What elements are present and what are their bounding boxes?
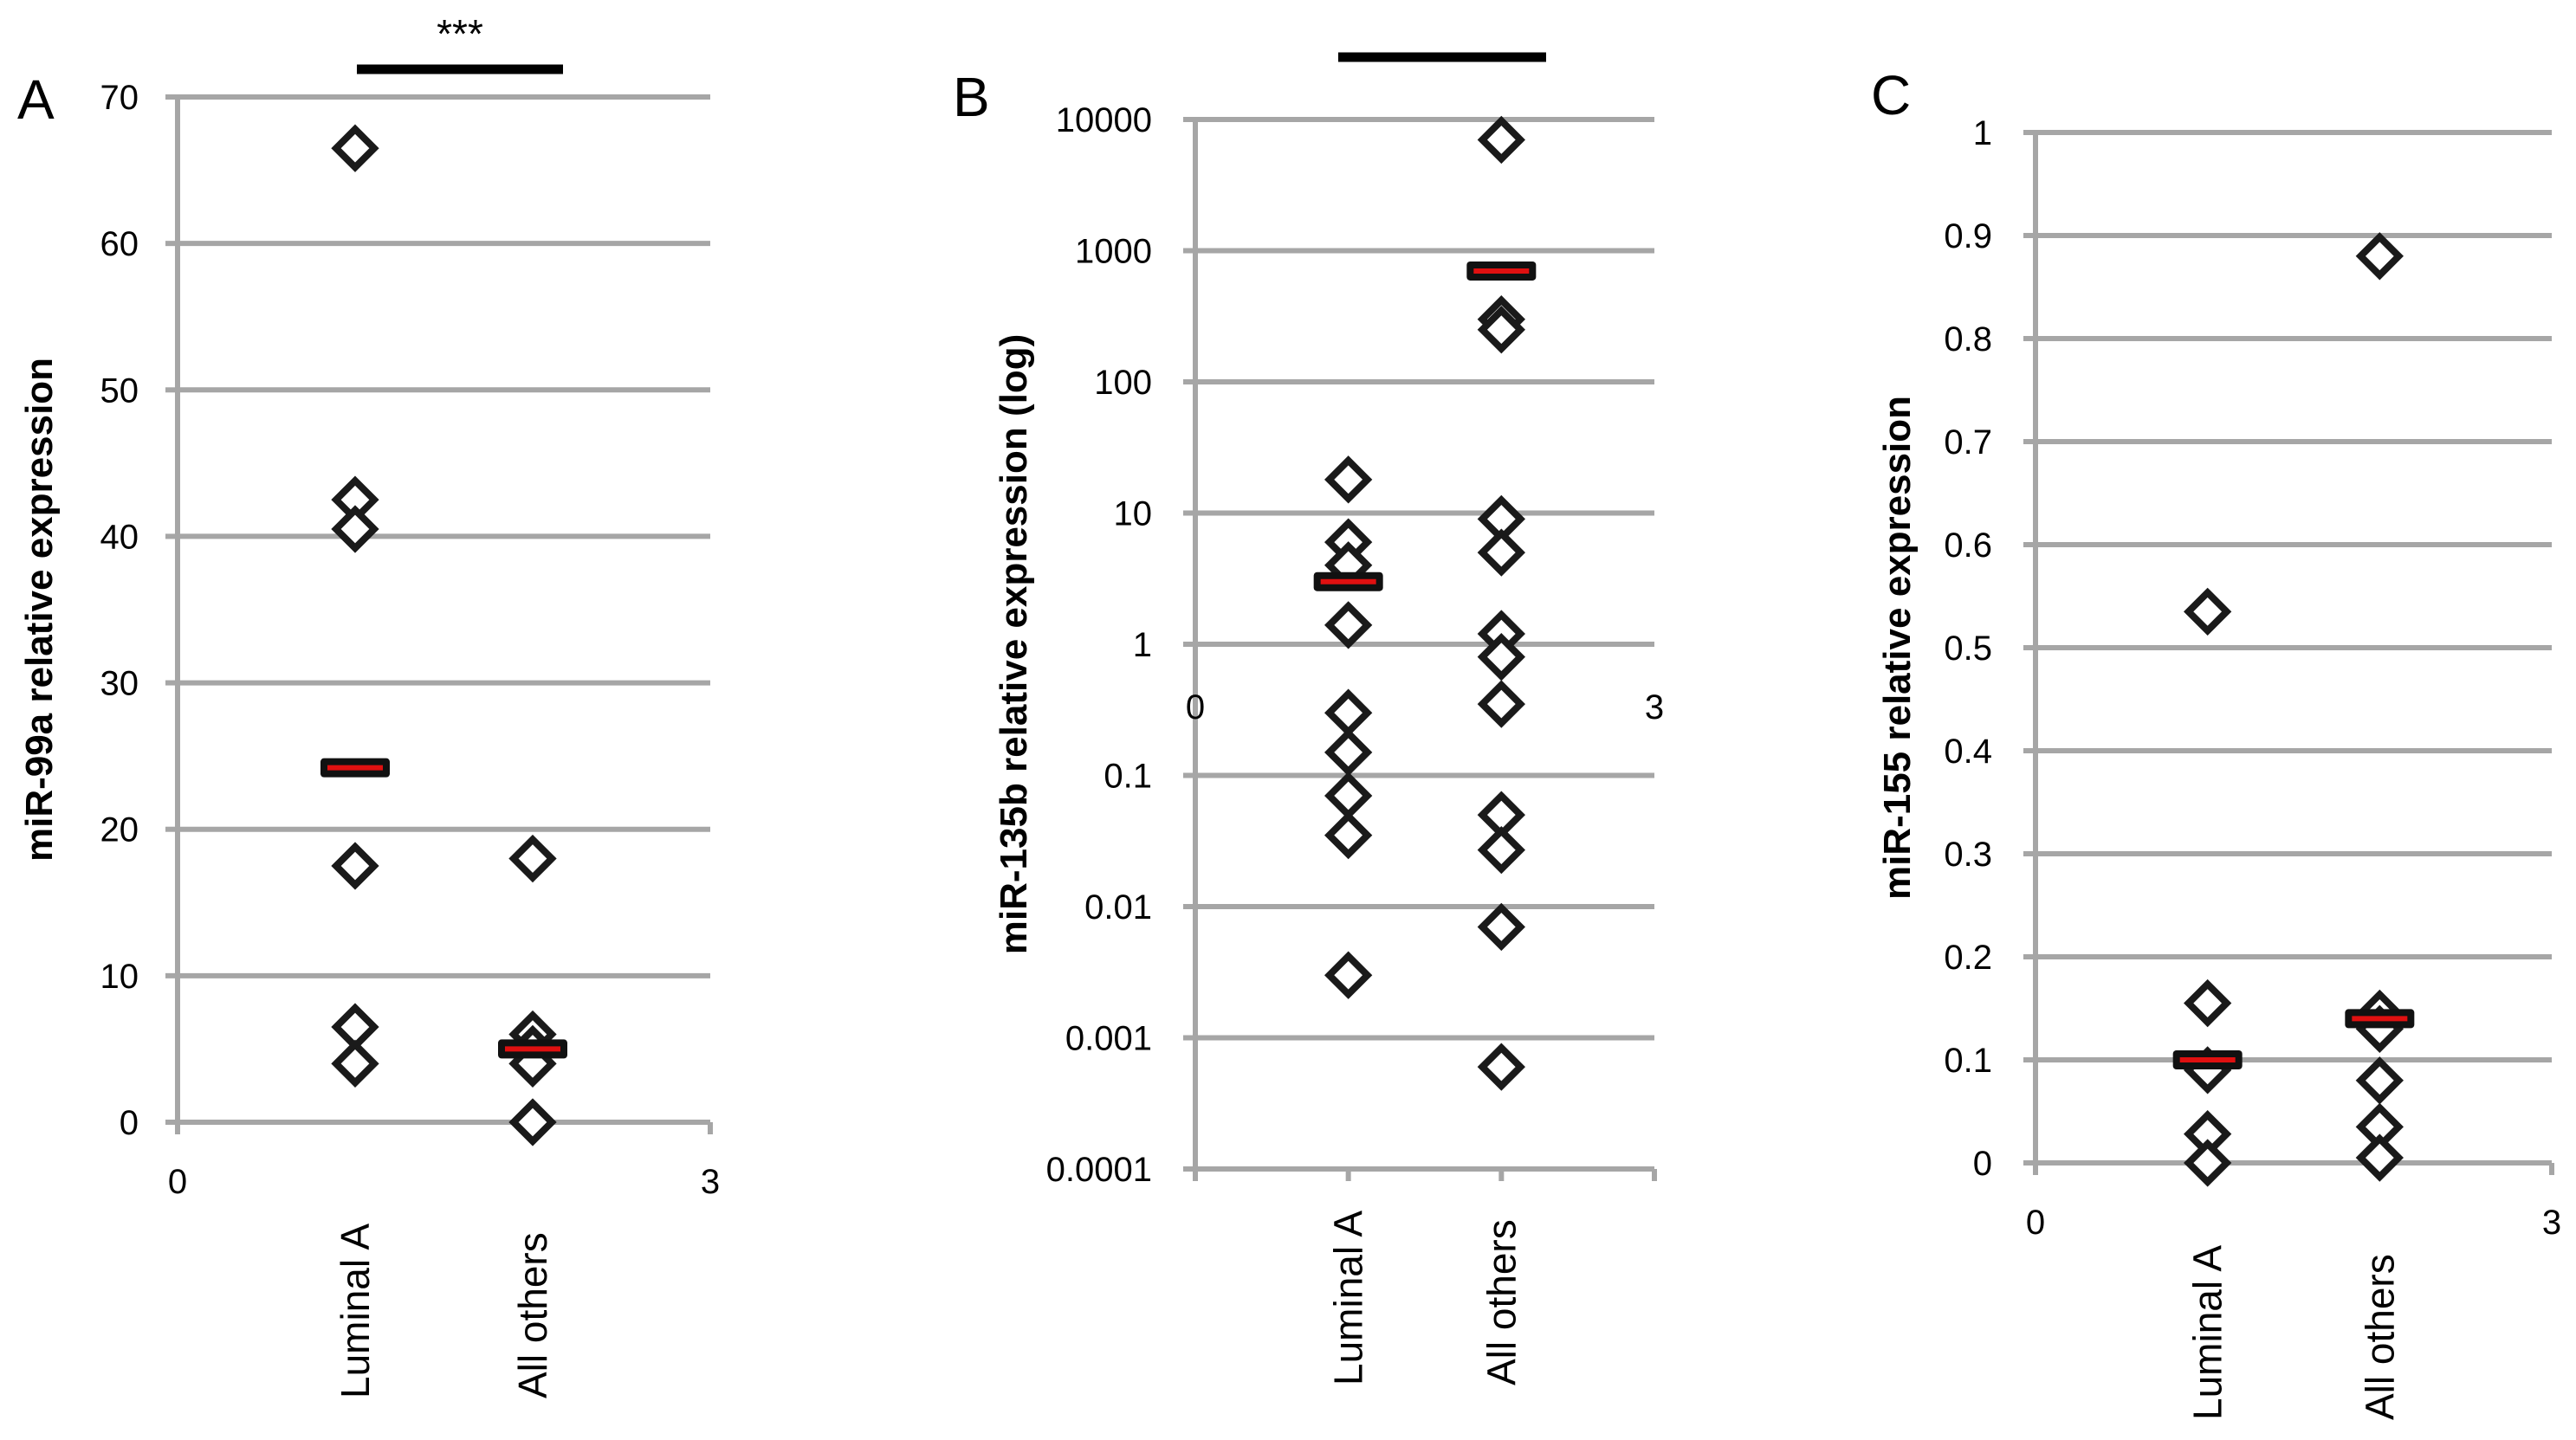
c-data-point xyxy=(2355,1056,2404,1105)
c-ytick-label: 0.7 xyxy=(1944,423,1992,462)
b-data-point xyxy=(1324,688,1373,737)
b-data-point xyxy=(1477,825,1525,875)
b-category-label: All others xyxy=(1479,1219,1524,1385)
b-xtick-label: 3 xyxy=(1645,688,1664,726)
a-ytick-label: 40 xyxy=(100,518,139,556)
b-ytick-label: 0.001 xyxy=(1065,1020,1152,1058)
b-ytick-label: 100 xyxy=(1094,364,1152,402)
b-ytick-label: 0.0001 xyxy=(1046,1151,1152,1189)
c-ytick-label: 1 xyxy=(1973,114,1992,152)
b-data-point xyxy=(1324,810,1373,860)
panel-c-label: C xyxy=(1871,64,1911,126)
b-data-point xyxy=(1477,633,1525,681)
b-ytick-label: 0.01 xyxy=(1084,888,1152,927)
c-category-label: All others xyxy=(2357,1254,2402,1420)
a-significance-label: *** xyxy=(437,11,483,56)
b-data-point xyxy=(1324,772,1373,820)
c-ytick-label: 0 xyxy=(1973,1145,1992,1183)
b-data-point xyxy=(1324,455,1373,504)
c-ytick-label: 0.1 xyxy=(1944,1042,1992,1080)
c-data-point xyxy=(2355,1133,2404,1182)
c-ytick-label: 0.5 xyxy=(1944,630,1992,668)
c-data-point xyxy=(2184,587,2232,636)
a-ytick-label: 70 xyxy=(100,79,139,117)
a-xtick-label: 3 xyxy=(701,1163,720,1201)
panel-a: A 0 10 20 30 40 50 60 70 0 3 Luminal A All others mi… xyxy=(17,11,720,1398)
b-data-point xyxy=(1477,680,1525,728)
c-data-point xyxy=(2355,232,2404,281)
b-data-point xyxy=(1477,528,1525,577)
a-ytick-label: 10 xyxy=(100,958,139,996)
a-data-point xyxy=(508,834,557,883)
c-category-label: Luminal A xyxy=(2185,1245,2230,1420)
c-y-axis-title: miR-155 relative expression xyxy=(1876,396,1919,900)
c-ytick-label: 0.4 xyxy=(1944,733,1992,771)
a-ytick-label: 60 xyxy=(100,225,139,263)
c-data-point xyxy=(2184,978,2232,1028)
b-ytick-label: 10 xyxy=(1114,495,1153,533)
c-ytick-label: 0.2 xyxy=(1944,939,1992,977)
b-data-point xyxy=(1477,1043,1525,1091)
a-data-point xyxy=(331,505,379,553)
a-ytick-label: 20 xyxy=(100,811,139,849)
a-ytick-label: 50 xyxy=(100,371,139,410)
a-category-label: All others xyxy=(510,1232,555,1398)
b-data-point xyxy=(1477,902,1525,952)
b-data-point xyxy=(1477,115,1525,165)
c-xtick-label: 3 xyxy=(2542,1204,2561,1242)
a-data-point xyxy=(331,842,379,890)
a-xtick-label: 0 xyxy=(168,1163,187,1201)
panel-a-label: A xyxy=(17,68,55,131)
a-ytick-label: 30 xyxy=(100,665,139,703)
b-data-point xyxy=(1477,306,1525,354)
b-ytick-label: 10000 xyxy=(1056,101,1152,139)
panel-c: C 0 0.1 0.2 0.3 0.4 0.5 0.6 0.7 0.8 0.9 1 0 3 Luminal… xyxy=(1871,64,2561,1420)
a-data-point xyxy=(331,1039,379,1088)
b-xtick-label: 0 xyxy=(1186,688,1205,726)
c-ytick-label: 0.9 xyxy=(1944,217,1992,255)
b-ytick-label: 1000 xyxy=(1075,233,1152,271)
b-ytick-label: 0.1 xyxy=(1104,758,1152,796)
a-data-point xyxy=(331,124,379,172)
c-data-point xyxy=(2184,1139,2232,1187)
c-xtick-label: 0 xyxy=(2026,1204,2045,1242)
c-ytick-label: 0.8 xyxy=(1944,320,1992,358)
a-y-axis-title: miR-99a relative expression xyxy=(18,358,61,862)
b-data-point xyxy=(1324,951,1373,999)
panel-b: B 1000010001001010.10.010.0010.00010123L… xyxy=(953,52,1664,1385)
a-data-point xyxy=(508,1098,557,1146)
b-data-point xyxy=(1324,601,1373,649)
a-ytick-label: 0 xyxy=(120,1104,139,1142)
b-ytick-label: 1 xyxy=(1133,626,1152,664)
a-category-label: Luminal A xyxy=(333,1224,378,1398)
c-ytick-label: 0.6 xyxy=(1944,526,1992,565)
b-y-axis-title: miR-135b relative expression (log) xyxy=(993,334,1035,954)
c-ytick-label: 0.3 xyxy=(1944,836,1992,874)
b-category-label: Luminal A xyxy=(1326,1211,1371,1385)
panel-b-label: B xyxy=(953,66,990,128)
b-data-point xyxy=(1324,728,1373,777)
